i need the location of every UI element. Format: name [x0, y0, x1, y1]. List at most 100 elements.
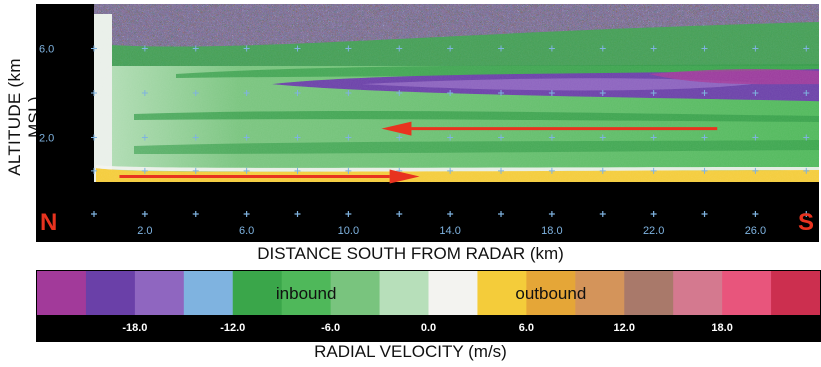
colorbar-swatch [183, 271, 234, 315]
plot-ticks: 2.0 6.0 10.0 14.0 18.0 22.0 26.0 2.0 6.0 [39, 44, 810, 237]
grid-cross [141, 90, 148, 96]
grid-cross [701, 45, 708, 52]
grid-cross [803, 134, 810, 141]
flow-arrow-head [381, 121, 412, 136]
grid-cross [243, 167, 250, 174]
grid-cross [701, 167, 708, 174]
grid-cross [91, 45, 97, 52]
grid-cross [345, 90, 352, 96]
grid-cross [752, 90, 759, 96]
colorbar-swatch [428, 271, 479, 315]
grid-cross [650, 90, 657, 96]
grid-cross [243, 134, 250, 141]
x-tick-mark [447, 211, 454, 217]
x-tick-mark [599, 211, 606, 217]
grid-cross [243, 90, 250, 96]
x-tick-label: 18.0 [541, 225, 562, 237]
grid-cross [447, 90, 454, 96]
grid-cross [752, 134, 759, 141]
colorbar-tick-label: 6.0 [519, 322, 534, 334]
grid-cross [599, 45, 606, 52]
grid-cross [701, 90, 708, 96]
grid-cross [396, 90, 403, 96]
grid-cross [294, 45, 301, 52]
colorbar-tick-label: 18.0 [711, 322, 732, 334]
grid-cross [447, 45, 454, 52]
x-tick-mark [141, 211, 148, 217]
x-tick-label: 22.0 [643, 225, 664, 237]
grid-cross [752, 167, 759, 174]
colorbar-tick-strip [37, 315, 820, 341]
x-tick-mark [192, 211, 199, 217]
x-tick-mark [498, 211, 505, 217]
north-marker: N [40, 209, 58, 236]
ground [36, 182, 819, 242]
colorbar-tick-label: -12.0 [220, 322, 245, 334]
x-tick-label: 14.0 [439, 225, 460, 237]
grid-cross [548, 45, 555, 52]
grid-cross [803, 90, 810, 96]
colorbar-swatch [85, 271, 136, 315]
x-tick-label: 10.0 [338, 225, 359, 237]
x-axis-label: DISTANCE SOUTH FROM RADAR (km) [257, 244, 564, 263]
grid-cross [345, 167, 352, 174]
grid-cross [803, 167, 810, 174]
grid-cross [447, 134, 454, 141]
grid-cross [599, 134, 606, 141]
colorbar: -18.0 -12.0 -6.0 0.0 6.0 12.0 18.0 inbound outbo… [36, 270, 821, 342]
x-tick-mark [396, 211, 403, 217]
grid-cross [396, 134, 403, 141]
x-tick-mark [345, 211, 352, 217]
grid-cross [396, 45, 403, 52]
colorbar-swatch [771, 271, 820, 315]
x-tick-label: 6.0 [239, 225, 254, 237]
colorbar-swatch [134, 271, 185, 315]
colorbar-tick-label: 12.0 [614, 322, 635, 334]
colorbar-swatch [477, 271, 527, 315]
colorbar-svg: -18.0 -12.0 -6.0 0.0 6.0 12.0 18.0 inbound outbo… [37, 271, 820, 341]
radar-plot: 2.0 6.0 10.0 14.0 18.0 22.0 26.0 2.0 6.0 N S [36, 4, 819, 242]
colorbar-region-label: outbound [515, 284, 586, 303]
colorbar-tick-label: -18.0 [122, 322, 147, 334]
x-tick-mark [701, 211, 708, 217]
colorbar-swatch [281, 271, 332, 315]
grid-cross [91, 134, 97, 141]
y-tick-label: 2.0 [39, 133, 54, 145]
grid-cross [548, 167, 555, 174]
radar-plot-svg: 2.0 6.0 10.0 14.0 18.0 22.0 26.0 2.0 6.0 [36, 4, 819, 242]
colorbar-swatch [37, 271, 87, 315]
x-tick-mark [548, 211, 555, 217]
grid-cross [599, 90, 606, 96]
grid-cross [498, 167, 505, 174]
grid-cross [498, 134, 505, 141]
grid-cross [548, 134, 555, 141]
grid-cross [294, 90, 301, 96]
grid-cross [192, 167, 199, 174]
x-tick-mark [91, 211, 97, 217]
x-tick-mark [752, 211, 759, 217]
grid-cross [192, 45, 199, 52]
grid-cross [91, 90, 97, 96]
grid-cross [294, 134, 301, 141]
flow-arrow-head [389, 169, 420, 184]
colorbar-swatch [722, 271, 772, 315]
x-tick-label: 26.0 [745, 225, 766, 237]
grid-cross [447, 167, 454, 174]
velocity-field [36, 4, 819, 242]
x-tick-label: 2.0 [137, 225, 152, 237]
colorbar-swatch [575, 271, 625, 315]
colorbar-tick-label: 0.0 [421, 322, 436, 334]
flow-arrows [119, 121, 718, 184]
grid-cross [650, 45, 657, 52]
colorbar-swatch [526, 271, 576, 315]
grid-cross [243, 45, 250, 52]
colorbar-swatch [232, 271, 283, 315]
grid-cross [192, 90, 199, 96]
y-axis-label: ALTITUDE (km MSL) [5, 58, 44, 176]
grid-cross [701, 134, 708, 141]
grid-cross [498, 90, 505, 96]
grid-cross [141, 134, 148, 141]
grid-cross [141, 45, 148, 52]
x-tick-mark [243, 211, 250, 217]
grid-cross [752, 45, 759, 52]
